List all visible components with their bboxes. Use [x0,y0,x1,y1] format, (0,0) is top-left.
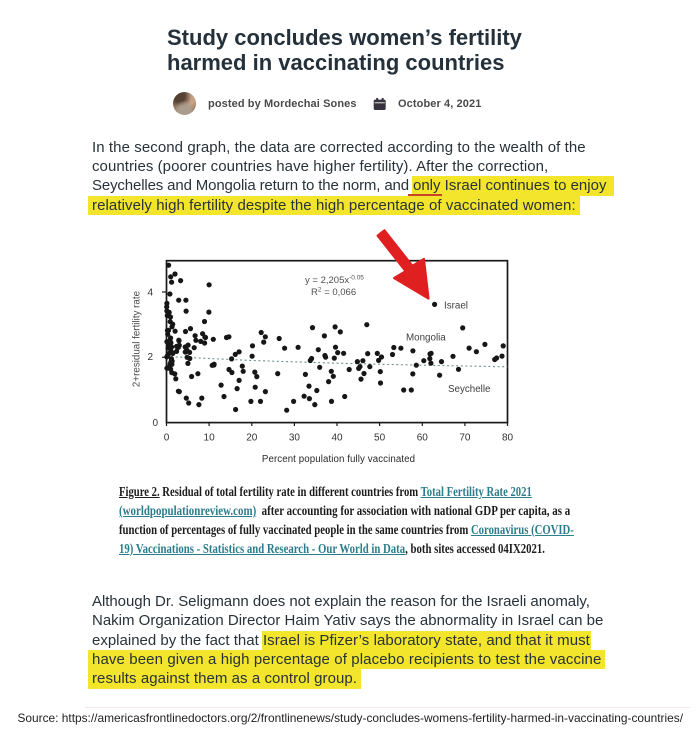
svg-text:80: 80 [502,433,514,444]
svg-text:Seychelle: Seychelle [448,384,491,395]
svg-text:60: 60 [417,433,429,444]
svg-text:70: 70 [459,433,471,444]
svg-text:y = 2,205x-0.05: y = 2,205x-0.05 [305,275,364,287]
svg-text:0: 0 [164,433,170,444]
svg-text:Mongolia: Mongolia [406,333,446,344]
svg-text:50: 50 [374,433,386,444]
svg-text:R2 = 0,066: R2 = 0,066 [311,287,356,299]
svg-text:Percent population fully vacci: Percent population fully vaccinated [262,454,415,465]
svg-text:20: 20 [246,433,258,444]
svg-text:Israel: Israel [444,301,468,312]
svg-text:4: 4 [147,288,153,299]
svg-text:2+residual fertility rate: 2+residual fertility rate [132,290,143,387]
svg-text:30: 30 [289,433,301,444]
svg-text:2: 2 [147,352,153,363]
svg-text:10: 10 [204,433,216,444]
svg-text:40: 40 [331,433,343,444]
svg-text:0: 0 [152,418,158,429]
